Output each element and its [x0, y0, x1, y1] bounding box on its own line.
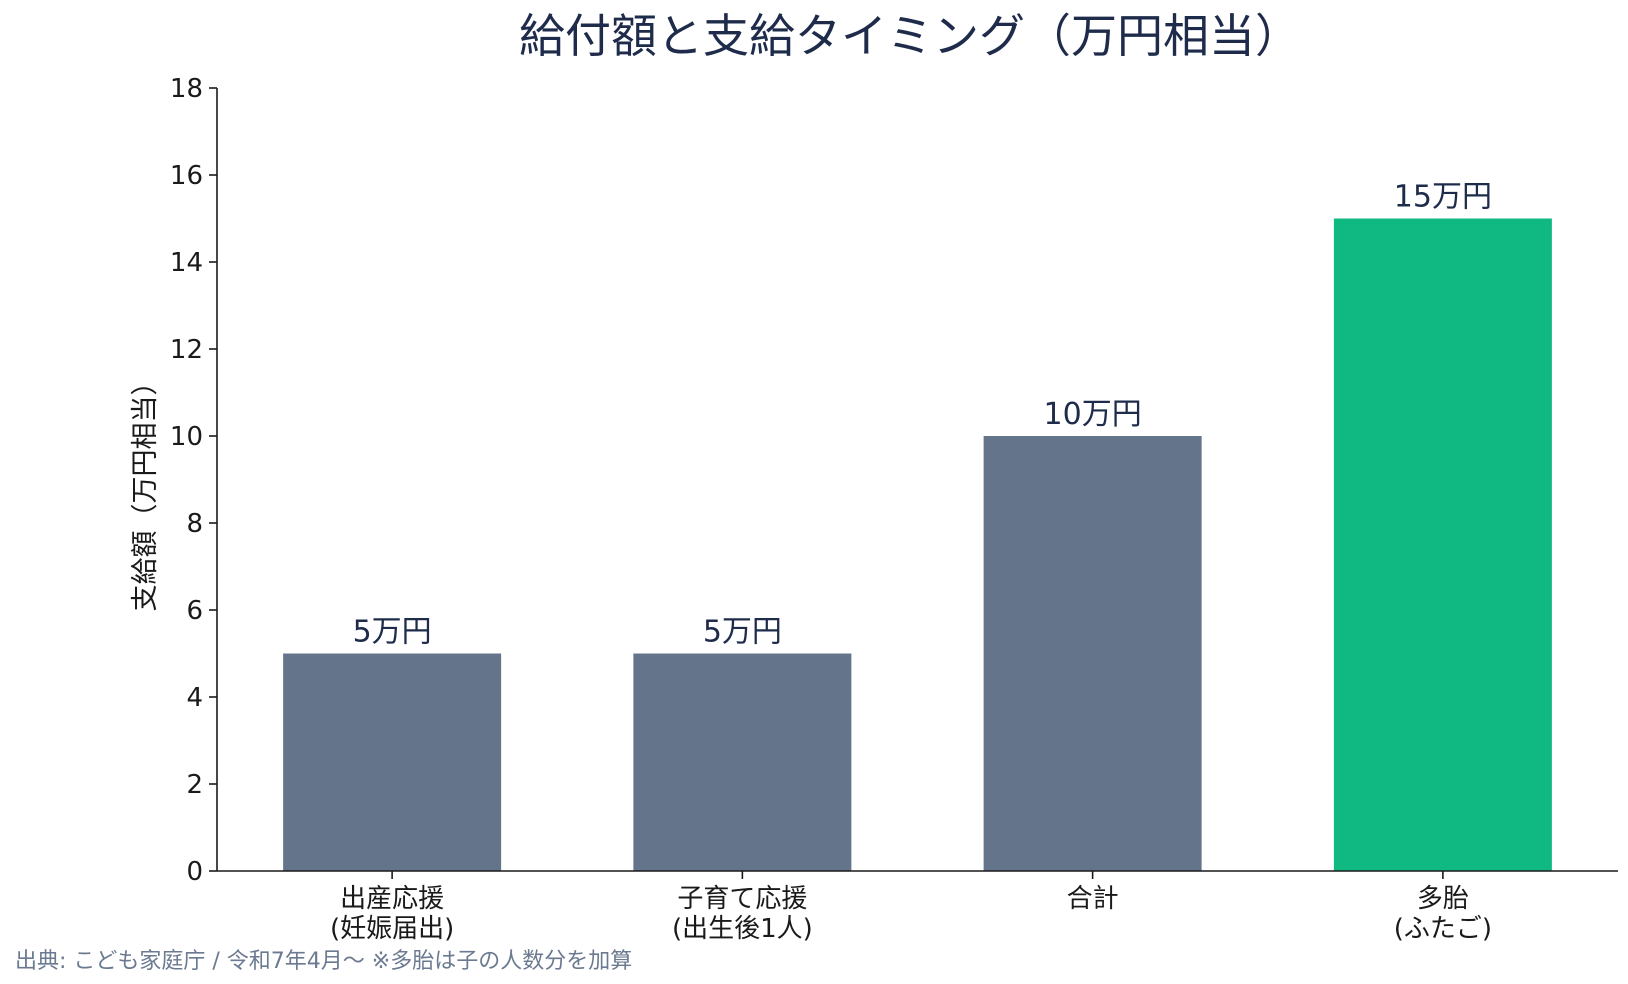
y-tick-label: 14: [170, 248, 203, 278]
bars: [283, 218, 1552, 871]
category-label: (出生後1人): [672, 914, 813, 944]
y-tick-label: 16: [170, 161, 203, 191]
bar: [633, 653, 852, 871]
y-tick-label: 18: [170, 74, 203, 104]
y-tick-label: 4: [186, 683, 203, 713]
source-note: 出典: こども家庭庁 / 令和7年4月〜 ※多胎は子の人数分を加算: [15, 949, 632, 974]
bar: [1333, 218, 1552, 871]
category-label: (妊娠届出): [330, 914, 454, 944]
y-axis-label: 支給額（万円相当）: [130, 369, 161, 612]
bar-value-labels: 5万円 5万円 10万円 15万円: [353, 180, 1492, 650]
y-tick-label: 2: [186, 770, 203, 800]
y-tick-label: 10: [170, 422, 203, 452]
y-tick-label: 12: [170, 335, 203, 365]
category-label: 多胎: [1417, 884, 1469, 914]
bar-value-label: 10万円: [1044, 397, 1142, 432]
chart-title: 給付額と支給タイミング（万円相当）: [519, 9, 1301, 63]
bar-value-label: 5万円: [353, 615, 432, 650]
y-axis-ticks: 0 2 4 6 8 10 12 14 16 18: [170, 74, 217, 887]
bar-value-label: 5万円: [703, 615, 782, 650]
y-tick-label: 6: [186, 596, 203, 626]
category-label: 子育て応援: [677, 884, 807, 914]
y-tick-label: 0: [186, 857, 203, 887]
bar: [983, 436, 1202, 871]
category-label: (ふたご): [1394, 914, 1492, 944]
y-tick-label: 8: [186, 509, 203, 539]
category-label: 出産応援: [340, 884, 444, 914]
bar-value-label: 15万円: [1394, 180, 1492, 215]
category-label: 合計: [1067, 884, 1119, 914]
category-labels: 出産応援(妊娠届出) 子育て応援(出生後1人) 合計 多胎(ふたご): [330, 871, 1492, 944]
bar: [283, 653, 502, 871]
